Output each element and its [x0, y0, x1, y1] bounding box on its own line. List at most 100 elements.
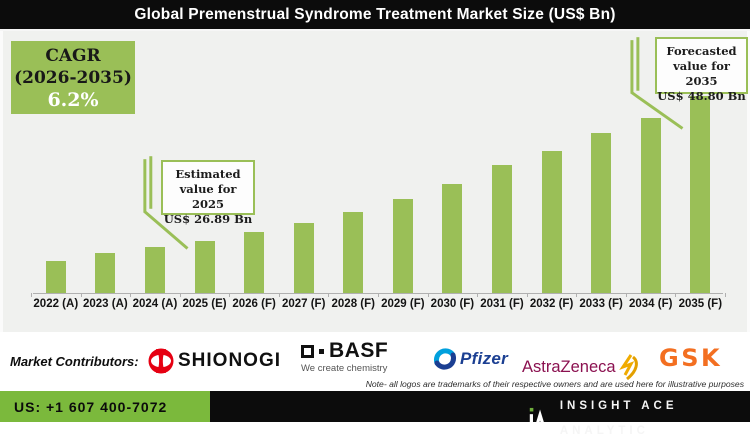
bar-2029 [392, 199, 413, 293]
pfizer-logo: Pfizer [433, 347, 508, 371]
bar-2034 [640, 118, 661, 293]
bar-cell [527, 151, 577, 293]
x-axis-label: 2031 (F) [480, 298, 524, 310]
x-axis-label: 2030 (F) [430, 298, 475, 310]
estimated-line2: value for 2025 [179, 182, 237, 211]
x-axis-tick [675, 293, 677, 297]
forecasted-value-annotation: Forecasted value for 2035 US$ 48.80 Bn [655, 37, 748, 103]
bar-2024 [144, 247, 165, 293]
infographic-frame: Global Premenstrual Syndrome Treatment M… [0, 0, 750, 422]
bar-2030 [442, 184, 463, 293]
x-axis-label: 2035 (F) [678, 298, 723, 310]
basf-row: BASF [301, 339, 389, 362]
bar-cell [180, 241, 230, 293]
bar-2025 [194, 241, 215, 293]
bar-cell [676, 96, 726, 293]
x-axis-label: 2025 (E) [182, 298, 227, 310]
astrazeneca-logo: AstraZeneca [522, 353, 642, 381]
bar-2035 [690, 96, 711, 293]
x-axis-tick [31, 293, 32, 297]
x-axis-tick [179, 293, 181, 297]
x-axis-tick [625, 293, 627, 297]
estimated-line3: US$ 26.89 Bn [163, 212, 253, 226]
x-axis-tick [526, 293, 528, 297]
gsk-logo: GSK [659, 344, 722, 372]
bar-cell [81, 253, 131, 293]
bar-2033 [591, 133, 612, 293]
x-axis-tick [130, 293, 132, 297]
basf-dot-icon [319, 348, 324, 354]
bar-cell [328, 212, 378, 293]
shionogi-logo: SHIONOGI [148, 348, 281, 374]
cagr-value: 6.2% [47, 89, 99, 111]
bar-2026 [244, 232, 265, 293]
x-axis-labels: 2022 (A) 2023 (A) 2024 (A) 2025 (E) 2026 (F)… [31, 298, 725, 310]
x-axis-tick [80, 293, 82, 297]
bar-cell [31, 261, 81, 293]
x-axis-label: 2026 (F) [232, 298, 276, 310]
pfizer-icon [433, 348, 457, 370]
contributors-band: Market Contributors: SHIONOGI BASF We cr… [0, 332, 750, 391]
astrazeneca-wordmark: AstraZeneca [522, 357, 616, 376]
cagr-box: CAGR (2026-2035) 6.2% [11, 41, 135, 114]
chart-area: CAGR (2026-2035) 6.2% Estimated value fo… [0, 31, 750, 332]
x-axis-label: 2023 (A) [82, 298, 128, 310]
footer-brand-block: INSIGHT ACE ANALYTIC [210, 391, 750, 437]
forecasted-line2: value for 2035 [673, 59, 730, 88]
estimated-value-annotation: Estimated value for 2025 US$ 26.89 Bn [161, 160, 255, 226]
phone-number: US: +1 607 400-7072 [14, 398, 168, 415]
market-contributors-label: Market Contributors: [10, 354, 139, 369]
forecasted-line3: US$ 48.80 Bn [657, 89, 746, 103]
insightace-icon [529, 407, 546, 432]
page-title: Global Premenstrual Syndrome Treatment M… [134, 5, 616, 23]
x-axis-label: 2029 (F) [381, 298, 425, 310]
x-axis-label: 2022 (A) [33, 298, 79, 310]
bar-2022 [45, 261, 66, 293]
cagr-period: (2026-2035) [14, 68, 132, 88]
shionogi-wordmark: SHIONOGI [178, 350, 282, 371]
bar-2028 [343, 212, 364, 293]
title-bar: Global Premenstrual Syndrome Treatment M… [0, 0, 750, 31]
x-axis-label: 2027 (F) [281, 298, 326, 310]
forecasted-line1: Forecasted [666, 44, 737, 58]
x-axis-label: 2024 (A) [132, 298, 178, 310]
x-axis-tick [477, 293, 479, 297]
bar-cell [477, 165, 527, 293]
bar-cell [576, 133, 626, 293]
pfizer-wordmark: Pfizer [460, 349, 509, 368]
x-axis-tick [328, 293, 330, 297]
bar-cell [378, 199, 428, 293]
x-axis-label: 2034 (F) [628, 298, 673, 310]
brand: INSIGHT ACE ANALYTIC [528, 394, 750, 444]
basf-square-icon [301, 344, 314, 358]
footer: US: +1 607 400-7072 INSIGHT ACE ANALYTIC [0, 391, 750, 437]
bar-2031 [491, 165, 512, 293]
bar-2027 [293, 223, 314, 293]
footer-phone-block: US: +1 607 400-7072 [0, 391, 210, 422]
x-axis-label: 2032 (F) [529, 298, 574, 310]
bars [31, 31, 725, 293]
bar-cell [130, 247, 180, 293]
x-axis-tick [278, 293, 280, 297]
gsk-wordmark: GSK [659, 344, 723, 372]
x-axis-tick [576, 293, 578, 297]
estimated-line1: Estimated [175, 167, 241, 181]
brand-name: INSIGHT ACE ANALYTIC [559, 400, 678, 437]
bar-cell [279, 223, 329, 293]
cagr-label: CAGR [45, 46, 101, 66]
x-axis-label: 2028 (F) [331, 298, 375, 310]
bar-2032 [541, 151, 562, 293]
x-axis-label: 2033 (F) [579, 298, 623, 310]
basf-wordmark: BASF [329, 339, 389, 362]
basf-logo: BASF We create chemistry [301, 339, 389, 374]
bar-cell [229, 232, 279, 293]
basf-tagline: We create chemistry [301, 363, 388, 374]
x-axis-tick [378, 293, 379, 297]
shionogi-icon [148, 348, 174, 374]
bar-cell [428, 184, 478, 293]
bar-2023 [95, 253, 116, 293]
astrazeneca-icon [618, 354, 638, 381]
x-axis-tick [725, 293, 726, 297]
x-axis-tick [427, 293, 429, 297]
x-axis-tick [229, 293, 231, 297]
